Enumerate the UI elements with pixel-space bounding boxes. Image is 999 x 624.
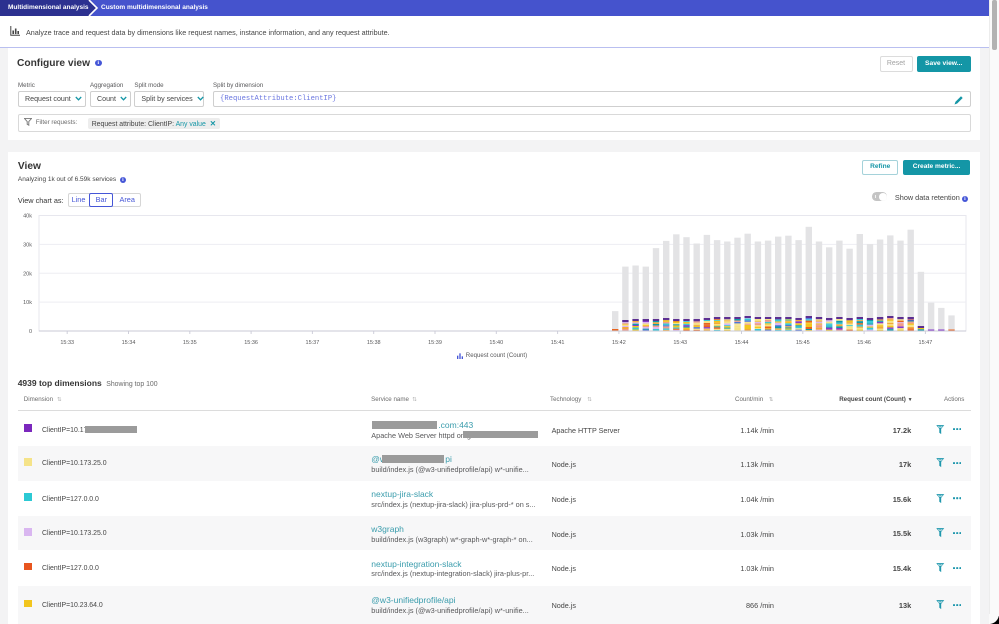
svg-text:15:37: 15:37 bbox=[306, 340, 320, 346]
svg-text:15:46: 15:46 bbox=[857, 340, 871, 346]
svg-text:15:45: 15:45 bbox=[796, 340, 810, 346]
svg-text:15:40: 15:40 bbox=[489, 340, 503, 346]
svg-text:20k: 20k bbox=[23, 271, 32, 277]
svg-text:15:33: 15:33 bbox=[60, 340, 74, 346]
svg-text:15:34: 15:34 bbox=[122, 340, 136, 346]
svg-text:40k: 40k bbox=[23, 214, 32, 220]
svg-text:15:44: 15:44 bbox=[735, 340, 749, 346]
svg-text:30k: 30k bbox=[23, 242, 32, 248]
svg-text:10k: 10k bbox=[23, 300, 32, 306]
svg-text:15:47: 15:47 bbox=[919, 340, 933, 346]
svg-text:15:36: 15:36 bbox=[244, 340, 258, 346]
svg-text:0: 0 bbox=[29, 329, 32, 335]
svg-text:15:43: 15:43 bbox=[673, 340, 687, 346]
svg-text:15:42: 15:42 bbox=[612, 340, 626, 346]
svg-text:15:41: 15:41 bbox=[551, 340, 565, 346]
svg-text:15:35: 15:35 bbox=[183, 340, 197, 346]
svg-text:15:39: 15:39 bbox=[428, 340, 442, 346]
svg-text:15:38: 15:38 bbox=[367, 340, 381, 346]
